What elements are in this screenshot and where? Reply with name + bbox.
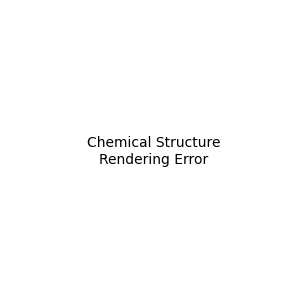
Text: Chemical Structure
Rendering Error: Chemical Structure Rendering Error [87,136,220,166]
